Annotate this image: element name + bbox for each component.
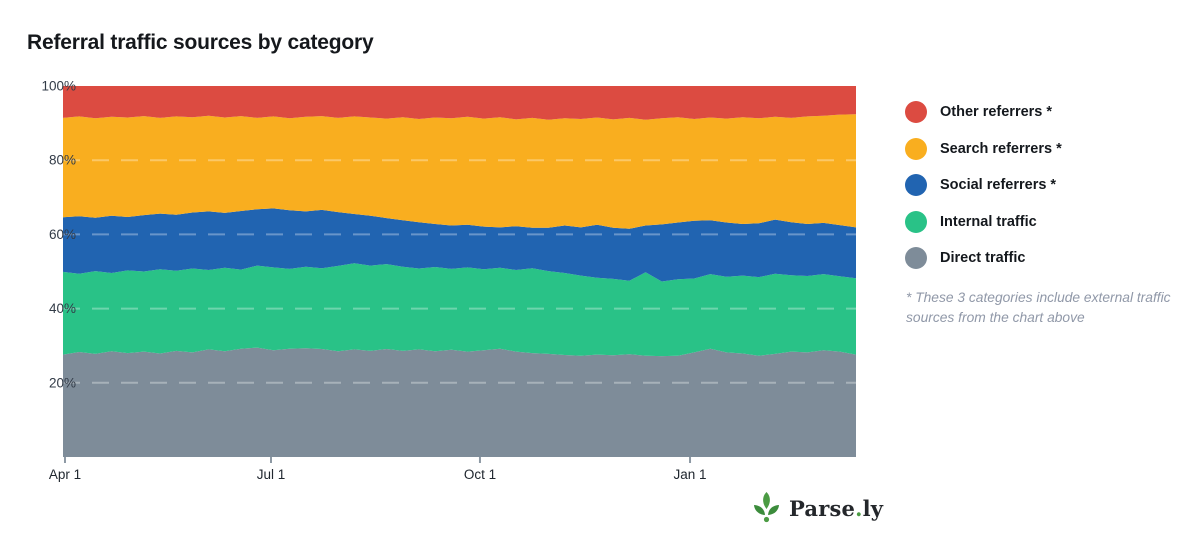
x-tick-label: Apr 1: [49, 467, 81, 482]
legend-swatch-icon: [905, 247, 927, 269]
legend-item-internal-traffic: Internal traffic: [905, 210, 1062, 233]
y-tick-label: 80%: [49, 153, 76, 168]
legend-swatch-icon: [905, 101, 927, 123]
chart-legend: Other referrers * Search referrers * Soc…: [905, 101, 1062, 284]
y-tick-label: 40%: [49, 301, 76, 316]
legend-swatch-icon: [905, 210, 927, 233]
chart-footnote: * These 3 categories include external tr…: [906, 290, 1171, 325]
parsely-leaf-icon: [754, 492, 779, 523]
area-search-referrers: [63, 114, 856, 229]
area-other-referrers: [63, 86, 856, 120]
legend-item-other-referrers: Other referrers *: [905, 101, 1062, 123]
y-tick-label: 20%: [49, 375, 76, 390]
area-social-referrers: [63, 208, 856, 282]
legend-item-direct-traffic: Direct traffic: [905, 247, 1062, 269]
x-tick-label: Jan 1: [674, 467, 707, 482]
area-internal-traffic: [63, 263, 856, 357]
legend-item-search-referrers: Search referrers *: [905, 137, 1062, 160]
logo-dot: .: [855, 495, 863, 521]
x-tick-label: Jul 1: [257, 467, 286, 482]
legend-item-label: Search referrers *: [940, 140, 1062, 157]
area-direct-traffic: [63, 347, 856, 457]
legend-item-label: Direct traffic: [940, 250, 1026, 266]
parsely-wordmark: Parse.ly: [789, 495, 884, 521]
y-tick-label: 100%: [41, 79, 76, 94]
legend-swatch-icon: [905, 137, 927, 160]
legend-swatch-icon: [905, 174, 927, 196]
x-tick-label: Oct 1: [464, 467, 496, 482]
page-title: Referral traffic sources by category: [27, 31, 374, 54]
legend-item-label: Other referrers *: [940, 104, 1053, 120]
legend-item-label: Internal traffic: [940, 213, 1037, 230]
stacked-area-chart: 20% 40% 60% 80% 100% Apr 1 Jul 1 Oct 1 Jan 1: [41, 79, 856, 482]
y-tick-label: 60%: [49, 227, 76, 242]
legend-item-social-referrers: Social referrers *: [905, 174, 1062, 196]
legend-item-label: Social referrers *: [940, 177, 1057, 193]
parsely-logo: Parse.ly: [751, 491, 883, 525]
